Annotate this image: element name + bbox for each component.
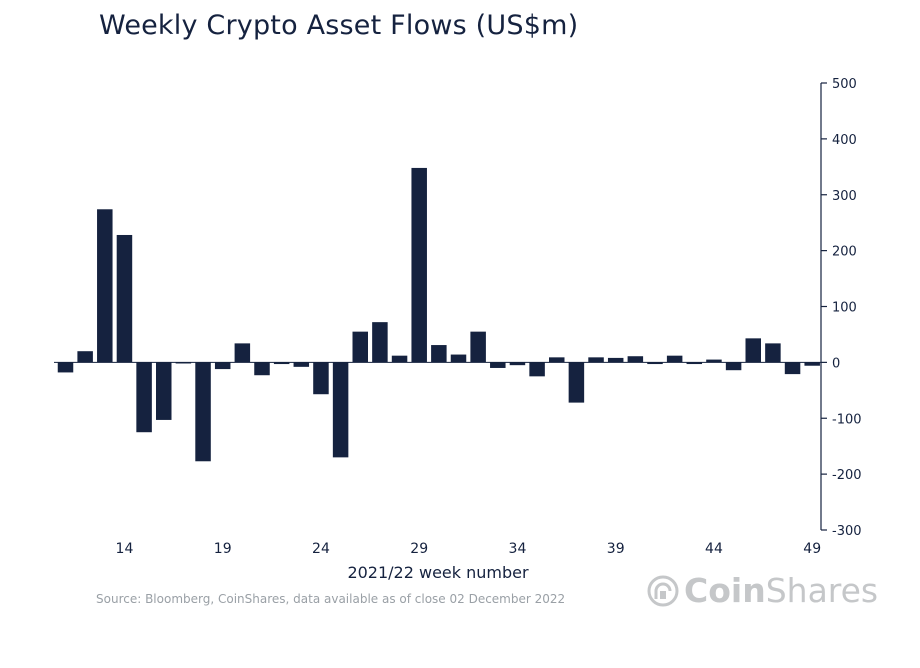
bar-week-49 <box>804 362 820 366</box>
x-tick-label-49: 49 <box>803 541 821 557</box>
bar-week-26 <box>352 331 368 363</box>
y-tick-label-300: 300 <box>832 189 857 204</box>
bar-week-40 <box>627 356 644 363</box>
bar-week-28 <box>391 355 408 363</box>
bar-week-33 <box>490 362 506 368</box>
bar-week-12 <box>77 351 93 363</box>
bar-week-36 <box>549 357 565 363</box>
bar-week-19 <box>214 362 231 370</box>
bar-week-32 <box>470 331 486 363</box>
bar-week-15 <box>136 362 152 433</box>
y-tick-label-500: 500 <box>832 77 857 92</box>
logo-word-shares: Shares <box>765 571 879 610</box>
bar-week-16 <box>156 362 172 420</box>
bar-chart: 500 400 300 200 100 0 -100 -200 -300 14 19 24 29 34 39… <box>54 77 862 557</box>
bar-week-18 <box>195 362 211 462</box>
bar-week-44 <box>706 359 722 363</box>
bar-week-13 <box>97 209 113 363</box>
bar-week-46 <box>745 338 761 363</box>
bar-week-29 <box>411 167 427 363</box>
coinshares-wordmark: CoinShares <box>684 571 878 610</box>
bar-week-41 <box>647 362 663 365</box>
y-tick-label--200: -200 <box>832 468 862 483</box>
x-tick-label-34: 34 <box>509 541 527 557</box>
y-tick-label-100: 100 <box>832 301 857 316</box>
y-tick-label-400: 400 <box>832 133 857 148</box>
bar-week-31 <box>450 354 467 363</box>
x-tick-label-14: 14 <box>116 541 134 557</box>
bar-week-37 <box>568 362 585 403</box>
bar-week-11 <box>57 362 74 373</box>
source-note: Source: Bloomberg, CoinShares, data avai… <box>96 592 566 606</box>
y-tick-label-200: 200 <box>832 245 857 260</box>
x-tick-label-19: 19 <box>214 541 232 557</box>
bar-week-23 <box>293 362 310 367</box>
bar-week-21 <box>254 362 270 376</box>
x-tick-label-39: 39 <box>607 541 625 557</box>
bar-week-27 <box>372 322 388 363</box>
bar-week-22 <box>273 362 290 365</box>
bar-week-14 <box>116 234 133 363</box>
x-tick-label-29: 29 <box>410 541 428 557</box>
bar-week-25 <box>332 362 349 458</box>
x-tick-label-24: 24 <box>312 541 330 557</box>
y-tick-label--300: -300 <box>832 524 862 539</box>
bar-week-47 <box>765 343 781 363</box>
x-tick-label-44: 44 <box>705 541 723 557</box>
bar-week-24 <box>313 362 329 395</box>
bar-week-30 <box>431 345 447 363</box>
bar-week-42 <box>666 355 683 363</box>
y-tick-label-0: 0 <box>832 356 840 371</box>
bar-week-34 <box>509 362 526 366</box>
coinshares-logo: CoinShares <box>646 571 878 610</box>
coinshares-logo-icon <box>647 575 679 606</box>
bar-week-35 <box>529 362 545 377</box>
chart-title: Weekly Crypto Asset Flows (US$m) <box>99 10 579 41</box>
bar-week-17 <box>175 362 192 364</box>
x-axis-label: 2021/22 week number <box>347 563 529 582</box>
bar-week-38 <box>588 357 604 363</box>
y-tick-label--100: -100 <box>832 412 862 427</box>
bar-week-48 <box>784 362 801 375</box>
bar-week-20 <box>234 343 251 363</box>
bar-week-43 <box>686 362 703 365</box>
bar-week-39 <box>607 357 624 363</box>
bar-week-45 <box>725 362 742 371</box>
logo-word-coin: Coin <box>684 571 766 610</box>
